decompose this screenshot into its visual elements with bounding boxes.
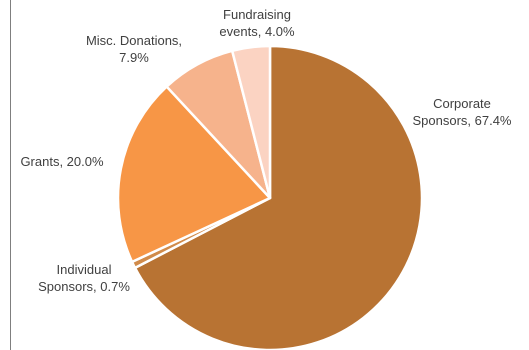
data-label-fundraising-events: Fundraising events, 4.0%	[219, 7, 295, 39]
data-label-misc-donations: Misc. Donations, 7.9%	[86, 33, 182, 65]
data-label-individual-sponsors: Individual Sponsors, 0.7%	[38, 262, 130, 294]
pie-slice-grants	[116, 85, 272, 264]
data-label-grants: Grants, 20.0%	[20, 154, 104, 169]
pie-slices	[116, 44, 424, 350]
data-label-corporate-sponsors: Corporate Sponsors, 67.4%	[412, 96, 511, 128]
pie-slice-corporate-sponsors	[133, 44, 424, 350]
pie-slice-fundraising-events	[230, 44, 272, 200]
pie-labels: Corporate Sponsors, 67.4% Individual Sponso…	[20, 7, 511, 294]
